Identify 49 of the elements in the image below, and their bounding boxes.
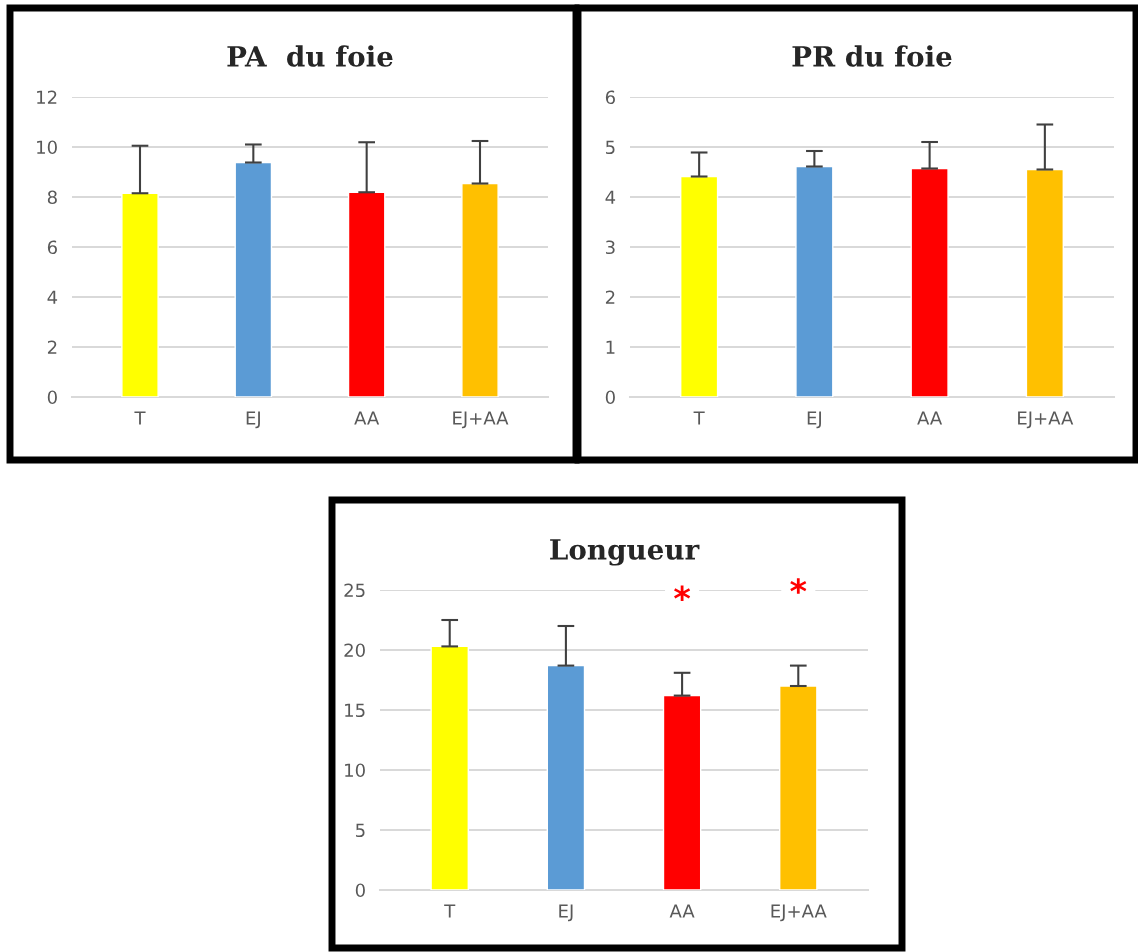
x-tick-label: EJ [246, 411, 260, 429]
bar [234, 161, 273, 397]
x-tick-label: T [134, 411, 146, 425]
bar [680, 175, 719, 397]
annotation: * [674, 585, 691, 602]
y-tick-label: 4 [47, 290, 58, 304]
y-tick-label: 0 [355, 883, 365, 898]
bar [779, 685, 818, 890]
bar [121, 192, 159, 397]
x-tick-label: EJ+AA [771, 904, 827, 922]
y-tick-label: 8 [47, 190, 57, 205]
bar [795, 165, 834, 397]
y-tick-label: 2 [47, 340, 57, 354]
y-tick-label: 6 [605, 90, 615, 105]
bar [461, 182, 499, 397]
y-tick-label: 5 [356, 823, 365, 838]
x-tick-label: AA [354, 411, 380, 425]
bar [347, 191, 386, 397]
y-tick-label: 3 [606, 240, 615, 255]
bar [662, 694, 702, 890]
annotation: * [790, 578, 807, 594]
y-tick-label: 12 [37, 90, 57, 104]
bar [430, 645, 469, 890]
x-tick-label: EJ [559, 904, 573, 922]
chart-title: PR du foie [792, 45, 952, 67]
y-tick-label: 1 [606, 340, 615, 354]
x-tick-label: EJ+AA [1018, 411, 1074, 429]
y-tick-label: 6 [47, 240, 57, 255]
x-tick-label: EJ+AA [453, 411, 509, 429]
chart-title: Longueur [550, 539, 700, 566]
y-tick-label: 20 [344, 643, 365, 658]
x-tick-label: AA [917, 411, 943, 425]
x-tick-label: AA [669, 904, 695, 918]
y-tick-label: 25 [344, 583, 365, 598]
x-tick-label: T [444, 904, 456, 918]
x-tick-label: T [693, 411, 705, 425]
y-tick-label: 10 [37, 140, 57, 155]
y-tick-label: 2 [605, 290, 615, 304]
y-tick-label: 5 [606, 140, 615, 155]
bar [910, 167, 949, 397]
bar [1025, 168, 1064, 397]
y-tick-label: 0 [605, 390, 615, 405]
y-tick-label: 0 [47, 390, 57, 405]
x-tick-label: EJ [807, 411, 821, 429]
y-tick-label: 4 [605, 190, 616, 204]
y-tick-label: 15 [345, 703, 365, 718]
bar [546, 664, 586, 890]
y-tick-label: 10 [345, 763, 365, 778]
chart-title: PA du foie [227, 45, 393, 67]
